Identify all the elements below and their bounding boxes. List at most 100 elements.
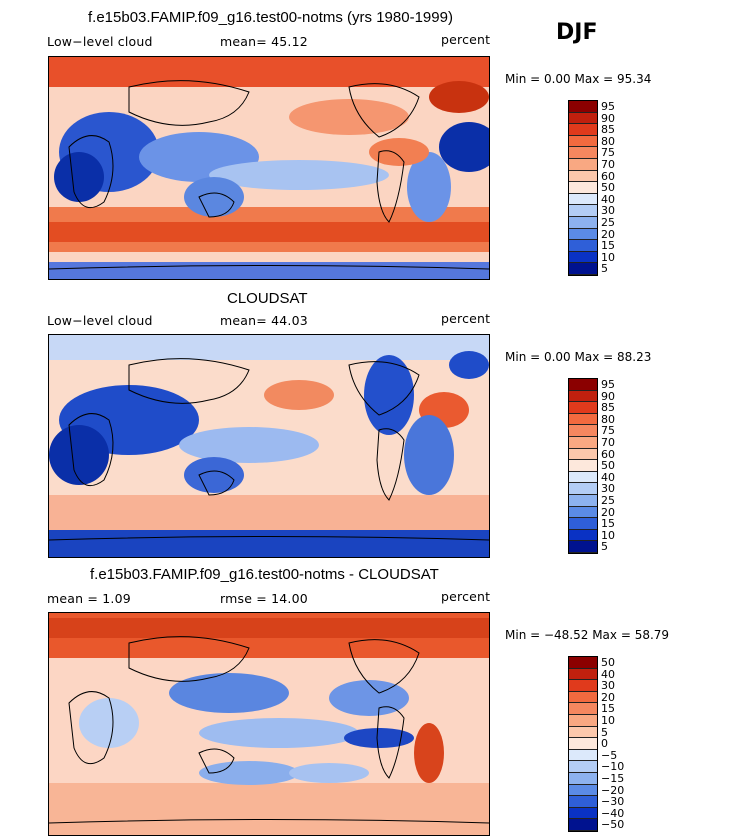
panel-3-map — [48, 612, 490, 836]
colorbar-tick-label: 40 — [601, 470, 615, 484]
colorbar-swatch — [569, 124, 597, 136]
panel-3-mean-label: mean = 1.09 — [47, 591, 131, 606]
panel-1-colorbar — [568, 100, 598, 276]
panel-2-map — [48, 334, 490, 558]
panel-2-units-label: percent — [441, 311, 491, 326]
colorbar-swatch — [569, 240, 597, 252]
colorbar-tick-label: −40 — [601, 806, 625, 820]
panel-2-colorbar — [568, 378, 598, 554]
colorbar-swatch — [569, 112, 597, 125]
colorbar-swatch — [569, 402, 597, 414]
colorbar-swatch — [569, 657, 597, 669]
panel-2-variable-label: Low−level cloud — [47, 313, 153, 328]
colorbar-swatch — [569, 784, 597, 797]
colorbar-tick-label: 50 — [601, 459, 615, 473]
panel-1-map — [48, 56, 490, 280]
colorbar-swatch — [569, 506, 597, 519]
colorbar-swatch — [569, 807, 597, 820]
colorbar-tick-label: 40 — [601, 667, 615, 681]
colorbar-swatch — [569, 216, 597, 229]
colorbar-tick-label: 25 — [601, 494, 615, 507]
colorbar-swatch — [569, 251, 597, 264]
colorbar-tick-label: 15 — [601, 517, 615, 531]
colorbar-swatch — [569, 703, 597, 715]
colorbar-tick-label: 50 — [601, 181, 615, 195]
colorbar-tick-label: −10 — [601, 760, 625, 774]
colorbar-tick-label: −30 — [601, 795, 625, 809]
colorbar-tick-label: −5 — [601, 748, 618, 762]
colorbar-swatch — [569, 714, 597, 727]
colorbar-tick-label: 75 — [601, 424, 615, 438]
colorbar-swatch — [569, 390, 597, 403]
colorbar-swatch — [569, 101, 597, 113]
colorbar-swatch — [569, 749, 597, 762]
panel-2-title: CLOUDSAT — [227, 290, 308, 307]
colorbar-tick-label: 85 — [601, 401, 615, 415]
colorbar-tick-label: 5 — [601, 725, 608, 739]
panel-3-minmax: Min = −48.52 Max = 58.79 — [505, 628, 670, 642]
colorbar-swatch — [569, 796, 597, 808]
season-label: DJF — [556, 20, 598, 45]
colorbar-swatch — [569, 494, 597, 507]
panel-3-colorbar — [568, 656, 598, 832]
colorbar-swatch — [569, 691, 597, 704]
colorbar-tick-label: 25 — [601, 216, 615, 229]
colorbar-swatch — [569, 772, 597, 785]
panel-3-map-svg — [49, 613, 489, 835]
colorbar-swatch — [569, 668, 597, 681]
colorbar-swatch — [569, 182, 597, 194]
colorbar-swatch — [569, 518, 597, 530]
colorbar-swatch — [569, 135, 597, 148]
panel-1-title: f.e15b03.FAMIP.f09_g16.test00-notms (yrs… — [88, 9, 453, 26]
colorbar-swatch — [569, 228, 597, 241]
colorbar-tick-label: 15 — [601, 239, 615, 253]
colorbar-swatch — [569, 761, 597, 773]
colorbar-tick-label: 20 — [601, 690, 615, 704]
panel-1-variable-label: Low−level cloud — [47, 34, 153, 49]
colorbar-swatch — [569, 413, 597, 426]
colorbar-swatch — [569, 147, 597, 159]
colorbar-tick-label: 20 — [601, 505, 615, 519]
colorbar-swatch — [569, 738, 597, 750]
colorbar-tick-label: −15 — [601, 772, 625, 785]
colorbar-tick-label: 95 — [601, 100, 615, 113]
colorbar-tick-label: 90 — [601, 389, 615, 403]
panel-2-map-svg — [49, 335, 489, 557]
colorbar-tick-label: 60 — [601, 169, 615, 183]
panel-3-units-label: percent — [441, 589, 491, 604]
colorbar-swatch — [569, 379, 597, 391]
colorbar-tick-label: 95 — [601, 378, 615, 391]
colorbar-tick-label: 50 — [601, 656, 615, 669]
colorbar-swatch — [569, 436, 597, 449]
colorbar-swatch — [569, 726, 597, 739]
colorbar-swatch — [569, 170, 597, 183]
panel-3-rmse-label: rmse = 14.00 — [220, 591, 308, 606]
colorbar-tick-label: 70 — [601, 158, 615, 171]
colorbar-tick-label: 5 — [601, 262, 608, 276]
colorbar-tick-label: 10 — [601, 528, 615, 542]
panel-1-map-svg — [49, 57, 489, 279]
colorbar-tick-label: 30 — [601, 482, 615, 496]
panel-2-minmax: Min = 0.00 Max = 88.23 — [505, 350, 652, 364]
colorbar-swatch — [569, 193, 597, 206]
colorbar-tick-label: 0 — [601, 737, 608, 751]
panel-2-mean-label: mean= 44.03 — [220, 313, 308, 328]
colorbar-tick-label: 60 — [601, 447, 615, 461]
colorbar-tick-label: 30 — [601, 204, 615, 218]
colorbar-swatch — [569, 425, 597, 437]
colorbar-tick-label: 15 — [601, 702, 615, 716]
colorbar-tick-label: 80 — [601, 412, 615, 426]
colorbar-swatch — [569, 471, 597, 484]
colorbar-tick-label: 80 — [601, 134, 615, 148]
colorbar-swatch — [569, 529, 597, 542]
colorbar-swatch — [569, 680, 597, 692]
colorbar-swatch — [569, 460, 597, 472]
panel-3-title: f.e15b03.FAMIP.f09_g16.test00-notms - CL… — [90, 566, 439, 583]
colorbar-tick-label: 30 — [601, 679, 615, 693]
colorbar-tick-label: 85 — [601, 123, 615, 137]
colorbar-tick-label: −20 — [601, 783, 625, 797]
colorbar-swatch — [569, 819, 597, 831]
colorbar-tick-label: 75 — [601, 146, 615, 160]
panel-1-units-label: percent — [441, 32, 491, 47]
panel-1-mean-label: mean= 45.12 — [220, 34, 308, 49]
